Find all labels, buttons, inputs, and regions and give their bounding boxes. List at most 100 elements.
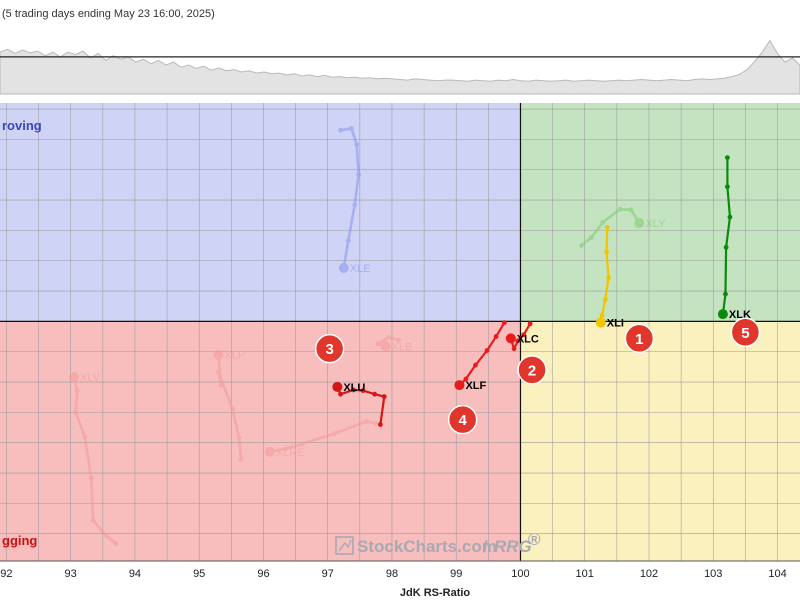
tail-xlv: XLV (68, 372, 119, 546)
x-tick-label: 95 (193, 568, 205, 580)
symbol-label-xlf: XLF (465, 380, 486, 392)
tail-point (386, 334, 392, 340)
tail-point (604, 249, 609, 255)
tail-point (600, 220, 606, 225)
tail-point (579, 243, 584, 248)
head-point-xlc[interactable] (505, 333, 516, 344)
head-point-xly[interactable] (634, 218, 645, 229)
tail-point (113, 541, 119, 546)
x-tick-label: 97 (322, 568, 334, 580)
tail-point (238, 456, 244, 462)
badge-circle (624, 323, 655, 354)
tail-point (230, 406, 236, 412)
tail-xlre: XLRE (264, 419, 379, 459)
tail-xlc: XLC (505, 321, 539, 352)
benchmark-area (0, 39, 800, 95)
x-tick-label: 94 (129, 568, 141, 580)
tail-xlp: XLP (213, 349, 245, 462)
tail-point (723, 244, 729, 250)
annotation-badges: 1 2 3 4 5 (314, 317, 761, 435)
symbol-label-xlb: XLB (392, 341, 413, 353)
tail-point (73, 409, 79, 415)
x-tick-label: 93 (65, 568, 77, 580)
tail-point (617, 206, 623, 212)
tail-point (74, 388, 80, 393)
x-tick-label: 98 (386, 568, 398, 580)
symbol-label-xly: XLY (645, 218, 666, 230)
badge-3: 3 (314, 333, 345, 364)
chart-subtitle: (5 trading days ending May 23 16:00, 202… (2, 8, 215, 20)
tail-point (216, 369, 221, 375)
tail-point (604, 224, 610, 230)
tail-point (521, 332, 527, 338)
tail-point (338, 391, 343, 397)
tail-point (724, 184, 730, 190)
tail-point (372, 391, 378, 397)
badge-4: 4 (447, 404, 478, 435)
x-tick-label: 101 (576, 568, 594, 580)
x-axis-ticks: 92 93 94 95 96 97 98 99 100 101 102 103 104 (0, 568, 786, 580)
benchmark-panel (0, 30, 800, 96)
watermark-registered: ® (528, 530, 541, 549)
badge-5: 5 (730, 317, 761, 348)
badge-circle (517, 355, 547, 385)
tail-point (349, 126, 354, 131)
tail-point (236, 435, 242, 441)
tail-point (354, 141, 360, 147)
head-point-xlf[interactable] (454, 380, 465, 391)
watermark-chart-glyph (338, 539, 352, 552)
badge-circle (447, 404, 478, 435)
tail-xli: XLI (595, 224, 624, 330)
head-point-xlre[interactable] (264, 446, 275, 457)
head-point-xli[interactable] (595, 317, 606, 328)
tail-point (356, 172, 361, 177)
tail-point (299, 441, 305, 447)
tail-point (82, 434, 88, 440)
tail-xly: XLY (579, 206, 666, 248)
tail-xle: XLE (338, 126, 371, 275)
watermark-product: RRG (494, 537, 532, 556)
x-tick-label: 96 (257, 568, 269, 580)
tail-point (360, 388, 366, 393)
tail-point (588, 235, 594, 241)
quadrant-label-improving: roving (2, 118, 42, 133)
quadrant-lagging (0, 321, 521, 561)
tail-point (493, 334, 499, 339)
tail-point (345, 238, 351, 244)
symbol-label-xlu: XLU (343, 382, 365, 394)
watermark-separator: / (483, 537, 488, 556)
tail-point (473, 362, 478, 368)
quadrant-weakening (520, 321, 800, 561)
badge-number: 4 (458, 412, 467, 429)
head-point-xlb[interactable] (380, 341, 391, 352)
tail-point (602, 297, 608, 302)
tail-point (351, 387, 356, 393)
symbol-label-xlc: XLC (517, 333, 539, 345)
quadrant-label-lagging: gging (2, 533, 37, 548)
badge-number: 2 (528, 362, 536, 379)
tail-point (724, 155, 730, 160)
symbol-label-xlre: XLRE (276, 447, 305, 459)
head-point-xle[interactable] (338, 263, 349, 274)
x-tick-label: 100 (511, 568, 529, 580)
tail-point (375, 341, 381, 347)
head-point-xlu[interactable] (332, 381, 343, 392)
tail-point (378, 422, 383, 427)
badge-2: 2 (517, 355, 547, 385)
head-point-xlp[interactable] (213, 349, 224, 360)
tail-point (103, 533, 109, 538)
tail-point (331, 431, 337, 437)
tail-line-xlp (217, 353, 243, 461)
badge-circle (314, 333, 345, 364)
tail-point (352, 202, 358, 208)
tail-point (527, 321, 533, 327)
tail-point (628, 207, 634, 213)
head-point-xlk[interactable] (717, 309, 728, 320)
badge-circle (730, 317, 761, 348)
x-tick-label: 92 (0, 568, 12, 580)
tail-xlf: XLF (454, 320, 507, 392)
head-point-xlv[interactable] (68, 372, 79, 383)
watermark-logo-icon (335, 536, 354, 555)
